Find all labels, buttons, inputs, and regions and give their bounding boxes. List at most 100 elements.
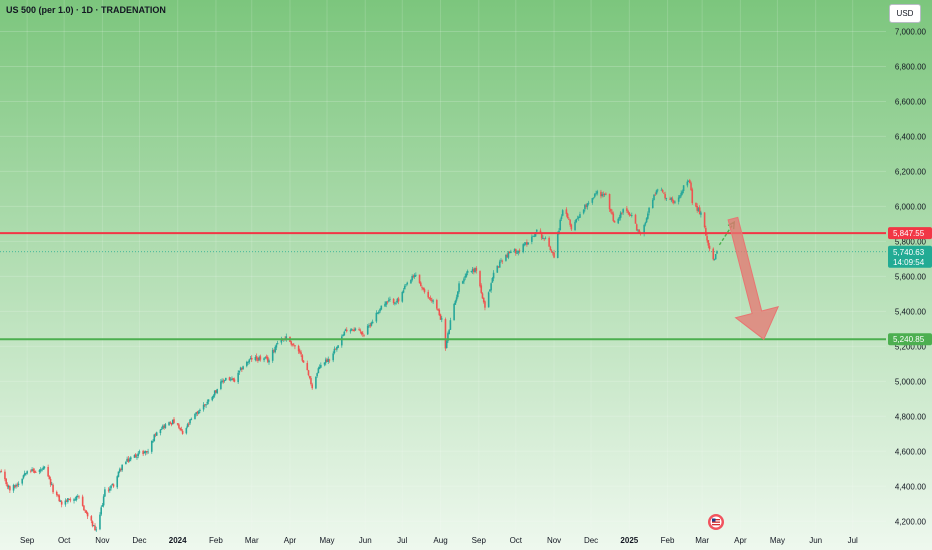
candle-body	[544, 237, 547, 239]
candle-body	[155, 432, 158, 436]
candle-body	[336, 347, 338, 350]
candle-body	[228, 377, 231, 381]
candle-body	[190, 418, 193, 420]
candle-body	[394, 302, 396, 304]
candle-body	[454, 300, 457, 305]
candle-body	[91, 521, 94, 527]
candle-body	[574, 221, 576, 231]
candle-body	[585, 205, 587, 207]
candle-body	[703, 212, 706, 228]
candle-body	[196, 411, 199, 414]
candle-body	[403, 286, 406, 290]
candle-body	[33, 471, 36, 473]
symbol-title[interactable]: US 500 (per 1.0) · 1D · TRADENATION	[6, 5, 166, 15]
countdown-label: 14:09:54	[893, 258, 925, 267]
time-tick-label: Jul	[848, 536, 858, 545]
candle-body	[328, 359, 331, 361]
candle-body	[6, 484, 9, 487]
candle-body	[492, 272, 495, 279]
candle-body	[385, 301, 388, 305]
candle-body	[271, 350, 274, 361]
candle-body	[211, 396, 214, 401]
time-axis[interactable]: Sep Oct Nov Dec 2024 Feb Mar Apr May Jun Jul Aug Sep…	[20, 536, 858, 545]
candle-body	[215, 390, 217, 393]
candle-body	[349, 330, 352, 332]
candle-body	[643, 224, 645, 234]
candle-body	[619, 212, 622, 218]
candle-body	[275, 344, 278, 348]
price-axis[interactable]: 4,200.00 4,400.00 4,600.00 4,800.00 5,000.00…	[895, 27, 927, 526]
candle-body	[611, 211, 613, 215]
candle-body	[628, 212, 631, 216]
candle-body	[421, 287, 423, 288]
candle-body	[144, 450, 147, 453]
candle-body	[479, 271, 481, 287]
candle-body	[263, 358, 265, 361]
candle-body	[92, 525, 95, 526]
candle-body	[613, 220, 616, 223]
candle-body	[197, 411, 200, 414]
candle-body	[627, 210, 629, 213]
price-tick-label: 6,400.00	[895, 132, 927, 141]
currency-button[interactable]: USD	[889, 4, 921, 23]
candle-body	[245, 361, 248, 367]
candle-body	[69, 499, 72, 501]
candle-body	[57, 494, 59, 496]
candle-body	[566, 213, 569, 218]
level-price-label: 5,240.85	[893, 335, 925, 344]
candle-body	[630, 215, 633, 216]
time-tick-label: Nov	[95, 536, 109, 545]
candle-body	[491, 278, 494, 283]
candle-body	[341, 336, 343, 346]
candle-body	[22, 475, 25, 479]
candle-body	[540, 233, 543, 239]
candle-body	[489, 289, 491, 292]
candle-body	[371, 321, 374, 324]
candle-body	[25, 473, 27, 474]
price-tick-label: 4,600.00	[895, 447, 927, 456]
candle-body	[345, 329, 348, 332]
candle-body	[405, 284, 407, 286]
candle-body	[449, 320, 452, 330]
candle-body	[592, 197, 595, 199]
drawing-annotations	[718, 216, 780, 341]
time-tick-label: Mar	[695, 536, 709, 545]
price-tick-label: 6,200.00	[895, 167, 927, 176]
candle-body	[654, 194, 657, 196]
time-tick-label: Jun	[359, 536, 372, 545]
candle-body	[700, 212, 702, 215]
candle-body	[461, 281, 464, 284]
candle-body	[323, 362, 326, 365]
candle-body	[21, 478, 24, 484]
candle-body	[439, 314, 442, 320]
candle-body	[248, 359, 251, 363]
candle-body	[505, 254, 507, 261]
candle-body	[366, 325, 369, 335]
candle-body	[43, 466, 46, 469]
candle-body	[515, 249, 517, 254]
candle-body	[629, 215, 632, 216]
candle-body	[498, 261, 501, 268]
candle-body	[170, 422, 173, 425]
candle-body	[696, 205, 699, 211]
candle-body	[179, 427, 181, 430]
candle-body	[285, 336, 288, 340]
price-tick-label: 5,800.00	[895, 237, 927, 246]
time-tick-label: 2025	[620, 536, 638, 545]
candle-body	[316, 373, 318, 377]
candle-body	[216, 389, 218, 394]
candle-body	[516, 253, 518, 254]
candle-body	[231, 378, 233, 381]
candle-body	[42, 467, 44, 470]
candle-body	[68, 498, 70, 500]
us-flag-icon[interactable]	[708, 514, 724, 530]
candle-body	[14, 485, 16, 488]
candle-body	[302, 360, 305, 363]
candle-body	[363, 334, 365, 336]
candle-body	[64, 500, 67, 505]
candle-body	[152, 441, 154, 443]
candle-body	[508, 251, 511, 254]
candle-body	[612, 213, 615, 221]
time-tick-label: Mar	[245, 536, 259, 545]
